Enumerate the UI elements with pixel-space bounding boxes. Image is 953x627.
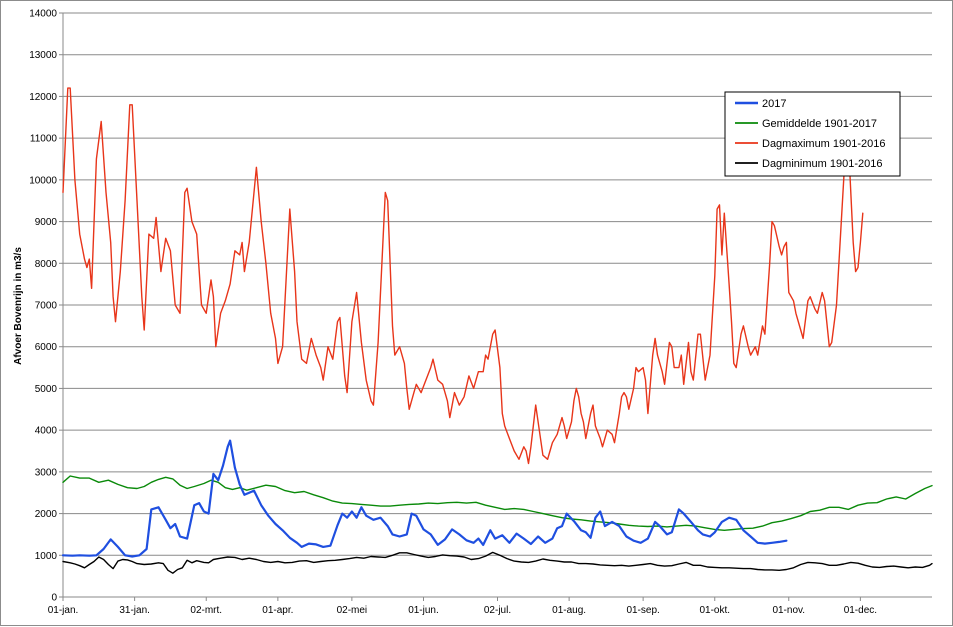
series-line-2 — [62, 87, 864, 465]
y-tick-label: 6000 — [35, 342, 58, 353]
x-tick-label: 02-jul. — [484, 605, 511, 616]
y-tick-label: 1000 — [35, 551, 58, 562]
series-line-3 — [62, 551, 933, 574]
x-tick-label: 01-jun. — [408, 605, 439, 616]
series-line-1 — [62, 475, 933, 531]
y-tick-label: 11000 — [30, 134, 58, 145]
y-tick-labels: 0 1000 2000 3000 4000 5000 6000 7000 8000 9000 100… — [29, 9, 57, 604]
y-tick-label: 13000 — [29, 50, 57, 61]
plot-area — [61, 87, 933, 574]
legend-label: Gemiddelde 1901-2017 — [762, 118, 877, 130]
x-tick-label: 01-jan. — [48, 605, 79, 616]
y-axis-label: Afvoer Bovenrijn in m3/s — [13, 247, 24, 365]
x-tick-label: 02-mei — [337, 605, 368, 616]
x-tick-label: 01-sep. — [626, 605, 659, 616]
y-tick-label: 14000 — [29, 9, 57, 20]
y-tick-label: 5000 — [35, 384, 58, 395]
y-tick-label: 2000 — [35, 509, 58, 520]
x-tick-label: 02-mrt. — [190, 605, 222, 616]
y-tick-label: 7000 — [35, 301, 58, 312]
x-tick-label: 01-okt. — [699, 605, 730, 616]
y-tick-label: 3000 — [35, 467, 58, 478]
legend-label: 2017 — [762, 98, 786, 110]
x-tick-label: 01-dec. — [844, 605, 877, 616]
legend-box — [724, 91, 901, 177]
legend-label: Dagminimum 1901-2016 — [762, 158, 882, 170]
y-tick-label: 8000 — [35, 259, 58, 270]
y-tick-label: 9000 — [35, 217, 58, 228]
series-line-0 — [61, 439, 788, 558]
y-tick-label: 10000 — [29, 175, 57, 186]
x-tick-label: 31-jan. — [119, 605, 150, 616]
y-tick-label: 0 — [51, 593, 57, 604]
y-tick-label: 12000 — [29, 92, 57, 103]
legend: 2017 Gemiddelde 1901-2017 Dagmaximum 1901-… — [724, 91, 901, 177]
x-tick-labels: 01-jan. 31-jan. 02-mrt. 01-apr. 02-mei 01-jun… — [48, 605, 877, 616]
x-tick-label: 01-apr. — [262, 605, 293, 616]
y-tick-label: 4000 — [35, 426, 58, 437]
x-tick-label: 01-nov. — [772, 605, 805, 616]
x-tick-label: 01-aug. — [552, 605, 586, 616]
legend-label: Dagmaximum 1901-2016 — [762, 138, 886, 150]
axes — [62, 13, 932, 601]
